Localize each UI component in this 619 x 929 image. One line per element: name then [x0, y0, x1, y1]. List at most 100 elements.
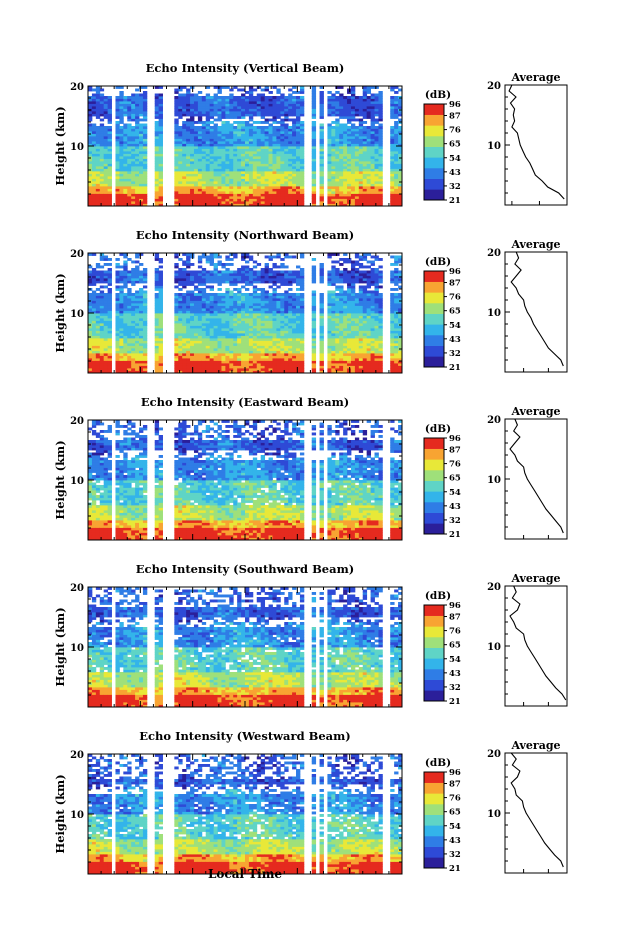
- heatmap-cell: [178, 310, 183, 314]
- heatmap-cell: [190, 365, 195, 369]
- heatmap-cell: [174, 348, 179, 351]
- heatmap-cell: [103, 133, 109, 137]
- heatmap-cell: [190, 93, 195, 97]
- heatmap-cell: [201, 370, 207, 374]
- heatmap-cell: [91, 173, 97, 177]
- heatmap-cell: [190, 108, 195, 112]
- heatmap-cell: [139, 290, 144, 294]
- heatmap-cell: [268, 268, 273, 271]
- heatmap-cell: [135, 201, 140, 204]
- heatmap-cell: [233, 193, 238, 197]
- heatmap-cell: [201, 203, 207, 207]
- heatmap-cell: [142, 328, 148, 331]
- heatmap-cell: [119, 131, 124, 134]
- heatmap-cell: [225, 116, 230, 119]
- heatmap-cell: [229, 183, 234, 187]
- heatmap-cell: [142, 318, 148, 321]
- heatmap-cell: [299, 143, 305, 147]
- heatmap-cell: [225, 196, 230, 199]
- heatmap-cell: [193, 338, 199, 341]
- heatmap-cell: [335, 108, 340, 112]
- heatmap-cell: [190, 191, 195, 194]
- heatmap-cell: [339, 158, 344, 162]
- heatmap-cell: [135, 118, 140, 122]
- heatmap-cell: [158, 348, 163, 351]
- heatmap-cell: [115, 285, 120, 289]
- heatmap-cell: [260, 188, 266, 192]
- heatmap-cell: [186, 350, 191, 354]
- heatmap-cell: [272, 201, 277, 204]
- heatmap-cell: [95, 335, 101, 339]
- heatmap-cell: [135, 365, 140, 369]
- heatmap-cell: [107, 103, 112, 107]
- heatmap-cell: [103, 345, 109, 349]
- heatmap-cell: [221, 171, 226, 174]
- heatmap-cell: [221, 116, 226, 119]
- heatmap-cell: [390, 203, 395, 207]
- heatmap-cell: [197, 370, 203, 374]
- heatmap-cell: [299, 191, 305, 194]
- heatmap-cell: [245, 308, 250, 311]
- heatmap-cell: [276, 313, 281, 316]
- heatmap-cell: [193, 318, 199, 321]
- heatmap-cell: [178, 305, 183, 309]
- heatmap-cell: [107, 258, 112, 261]
- heatmap-cell: [115, 298, 120, 301]
- heatmap-cell: [237, 203, 242, 207]
- heatmap-cell: [256, 171, 262, 174]
- heatmap-cell: [123, 330, 128, 334]
- heatmap-cell: [343, 153, 348, 157]
- heatmap-cell: [88, 186, 93, 189]
- heatmap-cell: [99, 273, 105, 276]
- heatmap-cell: [252, 368, 258, 371]
- heatmap-cell: [186, 323, 191, 326]
- heatmap-cell: [123, 168, 128, 172]
- heatmap-cell: [127, 103, 132, 107]
- heatmap-cell: [284, 126, 289, 129]
- heatmap-cell: [88, 123, 93, 127]
- heatmap-cell: [139, 330, 144, 334]
- heatmap-cell: [142, 131, 148, 134]
- heatmap-cell: [343, 158, 348, 162]
- heatmap-cell: [374, 186, 379, 189]
- heatmap-cell: [99, 333, 105, 336]
- heatmap-cell: [131, 338, 136, 341]
- heatmap-cell: [174, 121, 179, 124]
- heatmap-cell: [174, 310, 179, 314]
- heatmap-cell: [135, 300, 140, 304]
- heatmap-cell: [213, 333, 218, 336]
- heatmap-cell: [201, 273, 207, 276]
- heatmap-cell: [107, 111, 112, 114]
- heatmap-cell: [127, 196, 132, 199]
- heatmap-cell: [339, 141, 344, 144]
- heatmap-cell: [378, 191, 383, 194]
- heatmap-cell: [366, 136, 372, 139]
- heatmap-cell: [280, 128, 285, 132]
- heatmap-cell: [91, 141, 97, 144]
- heatmap-cell: [362, 88, 368, 92]
- heatmap-cell: [272, 300, 277, 304]
- heatmap-cell: [95, 126, 101, 129]
- heatmap-cell: [276, 270, 281, 274]
- heatmap-cell: [135, 198, 140, 202]
- heatmap-cell: [225, 328, 230, 331]
- heatmap-cell: [260, 198, 266, 202]
- heatmap-cell: [374, 168, 379, 172]
- heatmap-cell: [131, 158, 136, 162]
- heatmap-cell: [366, 153, 372, 157]
- heatmap-cell: [229, 278, 234, 281]
- heatmap-cell: [119, 201, 124, 204]
- colorbar-swatch: [424, 146, 444, 158]
- heatmap-cell: [288, 203, 293, 207]
- heatmap-cell: [394, 136, 399, 139]
- heatmap-cell: [201, 186, 207, 189]
- heatmap-cell: [99, 303, 105, 306]
- heatmap-cell: [107, 305, 112, 309]
- heatmap-cell: [127, 138, 132, 142]
- heatmap-cell: [99, 198, 105, 202]
- heatmap-cell: [358, 148, 364, 152]
- heatmap-cell: [193, 193, 199, 197]
- heatmap-cell: [248, 171, 254, 174]
- heatmap-cell: [229, 133, 234, 137]
- heatmap-cell: [272, 151, 277, 154]
